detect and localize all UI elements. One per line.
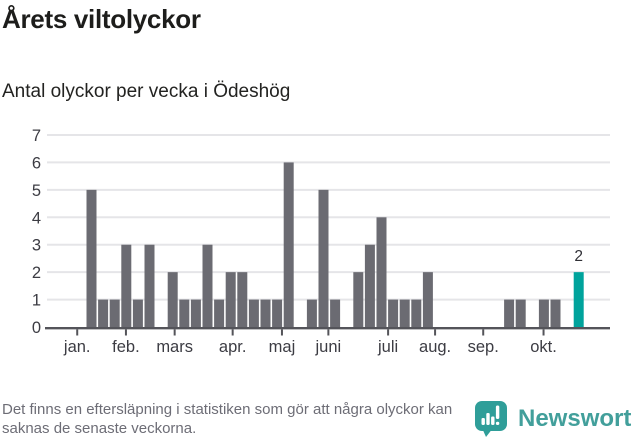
bar-week-10 <box>190 299 201 327</box>
y-tick-label-7: 7 <box>32 127 41 145</box>
bar-week-6 <box>144 244 155 327</box>
x-tick-label-juni: juni <box>315 338 342 356</box>
y-tick-label-6: 6 <box>32 154 41 172</box>
y-tick-label-1: 1 <box>32 292 41 310</box>
bar-week-29 <box>411 299 422 327</box>
y-tick-label-4: 4 <box>32 209 41 227</box>
bar-week-41 <box>550 299 561 327</box>
x-tick-label-aug.: aug. <box>419 338 451 356</box>
x-tick-label-mars: mars <box>156 338 193 356</box>
bar-chart: 0 1 2 3 4 5 6 7 2 jan. feb. mars apr. maj juni juli aug.… <box>32 127 610 356</box>
bar-week-15 <box>248 299 259 327</box>
bar-week-43 <box>573 272 584 327</box>
bar-week-14 <box>237 272 248 327</box>
x-tick-label-maj: maj <box>269 338 296 356</box>
bar-week-16 <box>260 299 271 327</box>
x-tick-label-sep.: sep. <box>468 338 499 356</box>
x-tick-label-feb.: feb. <box>112 338 140 356</box>
y-tick-label-3: 3 <box>32 237 41 255</box>
bar-week-1 <box>86 189 97 327</box>
bar-week-11 <box>202 244 213 327</box>
bar-week-9 <box>179 299 190 327</box>
y-tick-label-5: 5 <box>32 182 41 200</box>
bar-week-12 <box>214 299 225 327</box>
bar-week-2 <box>98 299 109 327</box>
bar-week-24 <box>353 272 364 327</box>
bar-week-21 <box>318 189 329 327</box>
y-tick-label-0: 0 <box>32 319 41 337</box>
x-tick-label-apr.: apr. <box>219 338 247 356</box>
footnote: Det finns en eftersläpning i statistiken… <box>2 401 453 437</box>
chart-title: Årets viltolyckor <box>2 4 201 34</box>
bar-week-5 <box>132 299 143 327</box>
bar-week-3 <box>109 299 120 327</box>
bar-week-30 <box>422 272 433 327</box>
x-tick-label-okt.: okt. <box>530 338 557 356</box>
bar-week-13 <box>225 272 236 327</box>
bar-week-28 <box>399 299 410 327</box>
bar-week-27 <box>388 299 399 327</box>
newsworthy-logo-text: Newsworthy <box>518 405 631 432</box>
bar-week-25 <box>364 244 375 327</box>
bar-week-37 <box>504 299 515 327</box>
x-tick-label-jan.: jan. <box>63 338 91 356</box>
newsworthy-logo-icon <box>475 401 507 437</box>
bar-week-4 <box>121 244 132 327</box>
highlight-value-label: 2 <box>574 248 583 265</box>
bar-week-20 <box>306 299 317 327</box>
newsworthy-logo[interactable]: Newsworthy <box>474 400 631 438</box>
bar-week-8 <box>167 272 178 327</box>
bar-week-17 <box>272 299 283 327</box>
x-tick-label-juli: juli <box>377 338 398 356</box>
bar-week-38 <box>515 299 526 327</box>
y-tick-label-2: 2 <box>32 264 41 282</box>
bar-week-22 <box>330 299 341 327</box>
bar-week-26 <box>376 217 387 327</box>
bar-week-18 <box>283 162 294 327</box>
chart-subtitle: Antal olyckor per vecka i Ödeshög <box>2 81 291 102</box>
bar-week-40 <box>538 299 549 327</box>
